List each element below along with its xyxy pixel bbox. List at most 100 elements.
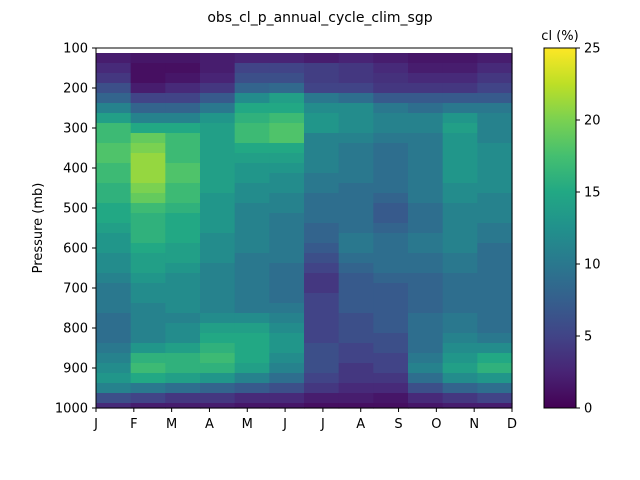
heatmap-cell-nov-950 <box>442 383 478 394</box>
heatmap-cell-sep-175 <box>373 73 409 84</box>
heatmap-cell-dec-750 <box>477 303 513 314</box>
heatmap-cell-jul-475 <box>304 193 340 204</box>
heatmap-cell-nov-350 <box>442 143 478 154</box>
heatmap-cell-may-975 <box>234 393 270 404</box>
heatmap-cell-apr-550 <box>200 223 236 234</box>
heatmap-cell-jan-125 <box>96 53 132 64</box>
heatmap-cell-sep-475 <box>373 193 409 204</box>
y-tick-label: 200 <box>63 82 88 97</box>
heatmap-cell-jul-425 <box>304 173 340 184</box>
heatmap-cell-jan-200 <box>96 83 132 94</box>
heatmap-cell-may-500 <box>234 203 270 214</box>
heatmap-cell-oct-900 <box>408 363 444 374</box>
plot-area <box>95 47 513 409</box>
heatmap-cell-nov-675 <box>442 273 478 284</box>
heatmap-cell-jan-225 <box>96 93 132 104</box>
heatmap-cell-dec-850 <box>477 343 513 354</box>
colorbar-ticks: 0 5 10 15 20 25 <box>576 42 601 417</box>
heatmap-cell-jan-850 <box>96 343 132 354</box>
heatmap-cell-nov-750 <box>442 303 478 314</box>
y-axis-label: Pressure (mb) <box>31 183 46 274</box>
heatmap-cell-jan-550 <box>96 223 132 234</box>
heatmap-cell-jun-425 <box>269 173 305 184</box>
heatmap-cell-dec-300 <box>477 123 513 134</box>
heatmap-cell-nov-225 <box>442 93 478 104</box>
heatmap-cell-nov-800 <box>442 323 478 334</box>
heatmap-cell-mar-925 <box>165 373 201 384</box>
heatmap-cell-jun-150 <box>269 63 305 74</box>
heatmap-cell-apr-700 <box>200 283 236 294</box>
heatmap-cell-apr-175 <box>200 73 236 84</box>
heatmap-cell-oct-800 <box>408 323 444 334</box>
heatmap-cell-apr-325 <box>200 133 236 144</box>
heatmap-cell-jan-350 <box>96 143 132 154</box>
heatmap-cell-jun-900 <box>269 363 305 374</box>
heatmap-cell-feb-550 <box>130 223 166 234</box>
heatmap-cell-dec-200 <box>477 83 513 94</box>
heatmap-cell-aug-300 <box>338 123 374 134</box>
colorbar-tick-label: 20 <box>584 114 601 129</box>
heatmap-cell-jun-125 <box>269 53 305 64</box>
heatmap-cell-aug-825 <box>338 333 374 344</box>
heatmap-cell-oct-650 <box>408 263 444 274</box>
heatmap-cell-jul-950 <box>304 383 340 394</box>
heatmap-cell-dec-925 <box>477 373 513 384</box>
heatmap-cell-apr-625 <box>200 253 236 264</box>
heatmap-cell-oct-325 <box>408 133 444 144</box>
heatmap-cell-dec-125 <box>477 53 513 64</box>
heatmap-cell-may-450 <box>234 183 270 194</box>
heatmap-cell-jul-200 <box>304 83 340 94</box>
heatmap-cell-may-850 <box>234 343 270 354</box>
heatmap-cell-mar-175 <box>165 73 201 84</box>
heatmap-cell-dec-525 <box>477 213 513 224</box>
heatmap-cell-jan-950 <box>96 383 132 394</box>
heatmap-cell-feb-925 <box>130 373 166 384</box>
heatmap-cell-jun-350 <box>269 143 305 154</box>
x-tick-label: M <box>242 417 253 432</box>
y-tick-label: 900 <box>63 362 88 377</box>
heatmap-cell-mar-425 <box>165 173 201 184</box>
colorbar-tick-label: 5 <box>584 330 592 345</box>
plot-frame <box>95 47 513 409</box>
heatmap-cell-apr-1000 <box>200 403 236 409</box>
heatmap-cell-aug-800 <box>338 323 374 334</box>
heatmap-cell-apr-575 <box>200 233 236 244</box>
heatmap-cell-nov-1000 <box>442 403 478 409</box>
heatmap-cell-sep-425 <box>373 173 409 184</box>
heatmap-cell-jan-300 <box>96 123 132 134</box>
heatmap-cell-mar-850 <box>165 343 201 354</box>
heatmap-cell-feb-600 <box>130 243 166 254</box>
heatmap-cell-apr-425 <box>200 173 236 184</box>
heatmap-cell-aug-450 <box>338 183 374 194</box>
heatmap-cell-oct-525 <box>408 213 444 224</box>
heatmap-cell-apr-975 <box>200 393 236 404</box>
heatmap-cell-jun-300 <box>269 123 305 134</box>
heatmap-cell-nov-900 <box>442 363 478 374</box>
heatmap-cell-jan-800 <box>96 323 132 334</box>
heatmap-cell-mar-600 <box>165 243 201 254</box>
heatmap-cell-oct-600 <box>408 243 444 254</box>
heatmap-cell-feb-450 <box>130 183 166 194</box>
heatmap-cell-aug-250 <box>338 103 374 114</box>
heatmap-cell-sep-675 <box>373 273 409 284</box>
heatmap-cell-sep-700 <box>373 283 409 294</box>
y-tick-label: 300 <box>63 122 88 137</box>
heatmap-cell-dec-575 <box>477 233 513 244</box>
heatmap-cell-feb-375 <box>130 153 166 164</box>
heatmap-cell-nov-475 <box>442 193 478 204</box>
heatmap-cell-nov-425 <box>442 173 478 184</box>
heatmap-cell-jun-250 <box>269 103 305 114</box>
heatmap-cell-sep-975 <box>373 393 409 404</box>
x-tick-label: N <box>469 417 479 432</box>
heatmap-cell-apr-825 <box>200 333 236 344</box>
heatmap-cell-may-600 <box>234 243 270 254</box>
heatmap-cell-oct-925 <box>408 373 444 384</box>
heatmap-cell-nov-375 <box>442 153 478 164</box>
heatmap-cell-may-700 <box>234 283 270 294</box>
heatmap-cell-dec-275 <box>477 113 513 124</box>
heatmap-cell-aug-275 <box>338 113 374 124</box>
colorbar-label: cl (%) <box>541 29 578 44</box>
heatmap-cell-aug-550 <box>338 223 374 234</box>
heatmap-cell-nov-200 <box>442 83 478 94</box>
heatmap-cell-feb-350 <box>130 143 166 154</box>
